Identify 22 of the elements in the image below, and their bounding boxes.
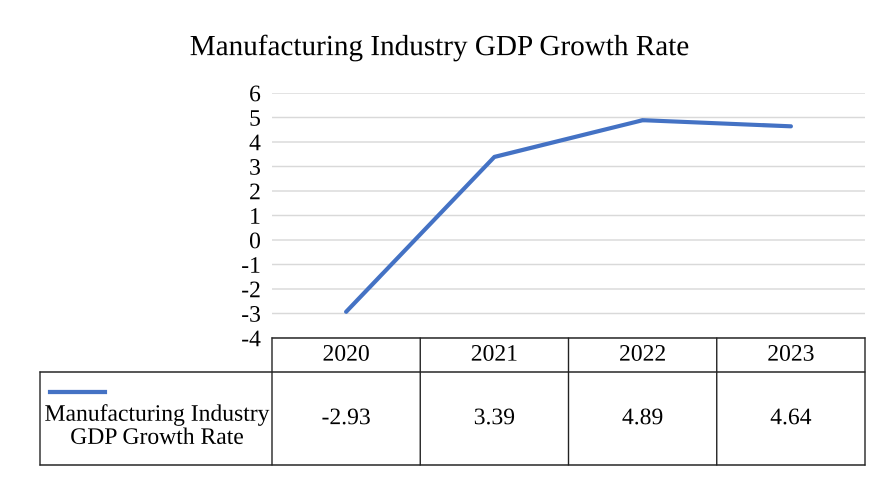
y-tick-label: -2 <box>242 282 260 298</box>
x-tick-label: 2020 <box>324 344 369 361</box>
x-tick-label: 2021 <box>472 344 517 361</box>
y-tick-label: -1 <box>242 257 260 273</box>
x-tick-label: 2022 <box>620 344 665 361</box>
y-tick-label: 6 <box>250 86 260 102</box>
y-tick-label: 0 <box>250 232 260 248</box>
y-tick-label: -3 <box>242 306 260 322</box>
data-label: -2.93 <box>322 408 370 425</box>
y-tick-label: 3 <box>250 159 260 175</box>
y-tick-label: 4 <box>250 134 261 150</box>
line-series <box>344 118 793 314</box>
data-label: 4.89 <box>622 408 662 425</box>
data-label: 3.39 <box>474 408 514 425</box>
y-tick-label: -4 <box>242 330 261 346</box>
data-label: 4.64 <box>770 408 812 425</box>
chart-title: Manufacturing Industry GDP Growth Rate <box>190 34 688 62</box>
y-tick-label: 1 <box>251 208 260 224</box>
legend-label: Manufacturing Industry GDP Growth Rate <box>45 404 270 444</box>
y-tick-label: 5 <box>250 110 260 126</box>
y-tick-label: 2 <box>250 184 260 200</box>
x-tick-label: 2023 <box>768 344 814 361</box>
